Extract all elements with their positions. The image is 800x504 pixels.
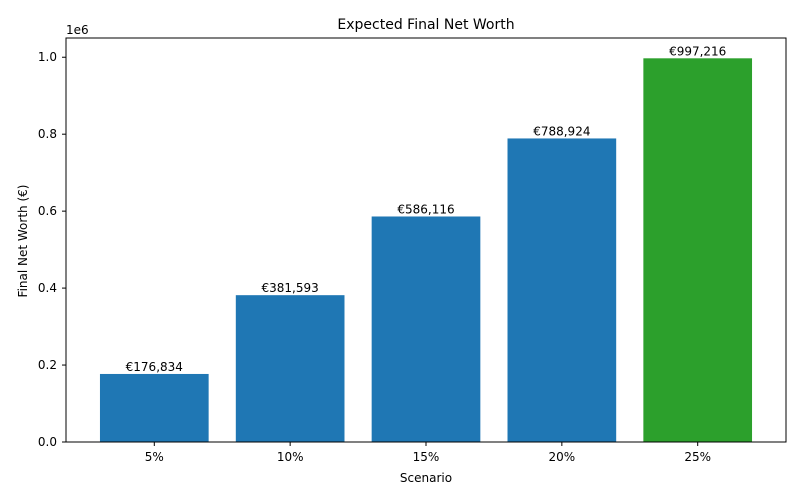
y-axis-offset-label: 1e6 (66, 23, 89, 37)
y-tick-label: 0.2 (38, 358, 57, 372)
data-label: €176,834 (126, 360, 183, 374)
data-label: €586,116 (397, 202, 454, 216)
chart-title: Expected Final Net Worth (337, 17, 514, 33)
data-labels-layer: €176,834 €381,593 €586,116 €788,924 €997,216 (126, 44, 727, 374)
x-tick-label: 10% (277, 450, 304, 464)
data-label: €381,593 (262, 281, 319, 295)
bar-20pct (507, 138, 617, 443)
data-label: €997,216 (669, 44, 726, 58)
y-tick-label: 0.4 (38, 281, 57, 295)
bar-10pct (235, 295, 345, 442)
bar-15pct (371, 216, 481, 442)
x-axis-label: Scenario (400, 471, 452, 485)
y-tick-label: 0.0 (38, 435, 57, 449)
bars-layer (99, 58, 753, 443)
x-tick-label: 5% (145, 450, 164, 464)
bar-25pct (643, 58, 753, 443)
plot-frame (65, 37, 787, 443)
y-tick-label: 0.6 (38, 204, 57, 218)
x-tick-label: 15% (413, 450, 440, 464)
y-axis-label: Final Net Worth (€) (16, 185, 30, 298)
y-tick-label: 1.0 (38, 50, 57, 64)
x-tick-label: 20% (549, 450, 576, 464)
x-axis: 5% 10% 15% 20% 25% (145, 442, 711, 464)
x-tick-label: 25% (684, 450, 711, 464)
y-tick-label: 0.8 (38, 127, 57, 141)
bar-5pct (99, 373, 209, 442)
y-axis: 0.0 0.2 0.4 0.6 0.8 1.0 (38, 50, 66, 449)
data-label: €788,924 (533, 124, 590, 138)
